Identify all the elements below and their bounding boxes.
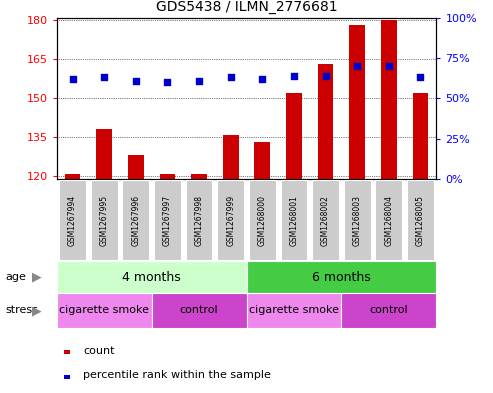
- FancyBboxPatch shape: [152, 293, 246, 328]
- Text: GSM1268005: GSM1268005: [416, 195, 425, 246]
- FancyBboxPatch shape: [246, 293, 341, 328]
- Text: GSM1267999: GSM1267999: [226, 195, 235, 246]
- FancyBboxPatch shape: [249, 180, 276, 260]
- Text: control: control: [370, 305, 408, 316]
- Text: stress: stress: [5, 305, 38, 316]
- Point: [132, 77, 140, 84]
- Point: [321, 73, 329, 79]
- Point: [227, 74, 235, 81]
- Bar: [286, 93, 302, 179]
- Text: control: control: [180, 305, 218, 316]
- Bar: [413, 93, 428, 179]
- Point: [290, 73, 298, 79]
- FancyBboxPatch shape: [154, 180, 181, 260]
- Text: 6 months: 6 months: [312, 270, 371, 284]
- FancyBboxPatch shape: [312, 180, 339, 260]
- Text: GSM1267994: GSM1267994: [68, 195, 77, 246]
- FancyBboxPatch shape: [281, 180, 308, 260]
- Point: [353, 63, 361, 69]
- Text: ▶: ▶: [32, 304, 42, 317]
- Text: GSM1267997: GSM1267997: [163, 195, 172, 246]
- Text: GSM1267998: GSM1267998: [195, 195, 204, 246]
- Bar: [350, 26, 365, 179]
- Text: age: age: [5, 272, 26, 282]
- Text: GSM1268000: GSM1268000: [258, 195, 267, 246]
- Point: [258, 76, 266, 82]
- FancyBboxPatch shape: [57, 261, 246, 293]
- Point: [417, 74, 424, 81]
- Bar: [381, 20, 397, 179]
- Point: [100, 74, 108, 81]
- Text: cigarette smoke: cigarette smoke: [249, 305, 339, 316]
- FancyBboxPatch shape: [407, 180, 434, 260]
- FancyBboxPatch shape: [59, 180, 86, 260]
- Point: [164, 79, 172, 85]
- Bar: [65, 174, 80, 179]
- FancyBboxPatch shape: [185, 180, 212, 260]
- Text: GSM1268003: GSM1268003: [352, 195, 362, 246]
- Bar: [64, 350, 70, 354]
- Bar: [191, 174, 207, 179]
- FancyBboxPatch shape: [217, 180, 244, 260]
- Bar: [254, 142, 270, 179]
- Text: cigarette smoke: cigarette smoke: [59, 305, 149, 316]
- Text: ▶: ▶: [32, 270, 42, 284]
- Bar: [128, 155, 143, 179]
- FancyBboxPatch shape: [91, 180, 118, 260]
- Title: GDS5438 / ILMN_2776681: GDS5438 / ILMN_2776681: [156, 0, 337, 14]
- Text: count: count: [83, 346, 115, 356]
- Text: GSM1268004: GSM1268004: [385, 195, 393, 246]
- Bar: [223, 135, 239, 179]
- FancyBboxPatch shape: [344, 180, 371, 260]
- Text: GSM1267995: GSM1267995: [100, 195, 108, 246]
- Text: GSM1268001: GSM1268001: [289, 195, 298, 246]
- Text: percentile rank within the sample: percentile rank within the sample: [83, 370, 271, 380]
- Bar: [317, 64, 333, 179]
- Text: GSM1268002: GSM1268002: [321, 195, 330, 246]
- FancyBboxPatch shape: [122, 180, 149, 260]
- FancyBboxPatch shape: [246, 261, 436, 293]
- Bar: [160, 174, 176, 179]
- Text: GSM1267996: GSM1267996: [131, 195, 141, 246]
- Point: [195, 77, 203, 84]
- Point: [385, 63, 393, 69]
- Text: 4 months: 4 months: [122, 270, 181, 284]
- FancyBboxPatch shape: [341, 293, 436, 328]
- FancyBboxPatch shape: [57, 293, 152, 328]
- Bar: [96, 129, 112, 179]
- Bar: [64, 375, 70, 379]
- Point: [69, 76, 76, 82]
- FancyBboxPatch shape: [375, 180, 402, 260]
